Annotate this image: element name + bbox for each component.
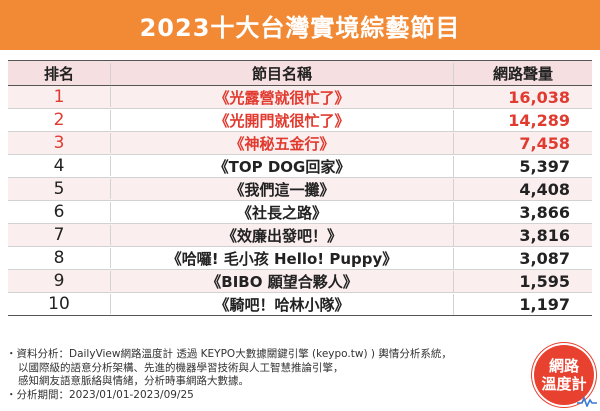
rank-cell: 4	[8, 156, 111, 176]
volume-cell: 16,038	[508, 87, 570, 107]
volume-cell: 7,458	[519, 133, 570, 153]
table-row: 1 《光露營就很忙了》 16,038	[8, 86, 592, 109]
note-period: ・分析期間：2023/01/01-2023/09/25	[6, 388, 194, 401]
pulse-icon	[577, 395, 597, 407]
column-header-rank: 排名	[8, 62, 111, 84]
rank-cell: 6	[8, 202, 111, 222]
table-row: 7 《效廉出發吧！》 3,816	[8, 224, 592, 247]
rank-cell: 8	[8, 248, 111, 268]
rank-cell: 9	[8, 271, 111, 291]
dailyview-logo: 網路 溫度計	[534, 345, 597, 407]
note-source: ・資料分析：DailyView網路溫度計 透過 KEYPO大數據關鍵引擎 (ke…	[6, 348, 452, 360]
table-row: 2 《光開門就很忙了》 14,289	[8, 109, 592, 132]
note-method: 以國際級的語意分析架構、先進的機器學習技術與人工智慧推論引擎，	[18, 361, 344, 374]
rank-cell: 5	[8, 179, 111, 199]
rank-cell: 1	[8, 87, 111, 107]
table-row: 8 《哈囉! 毛小孩 Hello! Puppy》 3,087	[8, 247, 592, 270]
program-name-cell: 《TOP DOG回家》	[111, 155, 454, 177]
volume-cell: 14,289	[508, 110, 570, 130]
table-header-row: 排名 節目名稱 網路聲量	[8, 61, 592, 86]
table-row: 10 《騎吧！哈林小隊》 1,197	[8, 293, 592, 315]
volume-cell: 4,408	[519, 179, 570, 199]
column-header-name: 節目名稱	[111, 62, 454, 84]
table-row: 4 《TOP DOG回家》 5,397	[8, 155, 592, 178]
program-name-cell: 《神秘五金行》	[111, 132, 454, 154]
volume-cell: 3,866	[519, 202, 570, 222]
rank-cell: 3	[8, 133, 111, 153]
program-name-cell: 《光露營就很忙了》	[111, 86, 454, 108]
column-header-volume: 網路聲量	[492, 64, 553, 83]
title-banner: 2023十大台灣實境綜藝節目	[0, 0, 600, 50]
program-name-cell: 《社長之路》	[111, 201, 454, 223]
logo-text-line2: 溫度計	[541, 375, 587, 393]
table-row: 6 《社長之路》 3,866	[8, 201, 592, 224]
page-title: 2023十大台灣實境綜藝節目	[139, 13, 461, 42]
program-name-cell: 《哈囉! 毛小孩 Hello! Puppy》	[111, 247, 454, 269]
program-name-cell: 《效廉出發吧！》	[111, 224, 454, 246]
note-analysis: 感知網友語意脈絡與情緒，分析時事網路大數據。	[18, 375, 249, 387]
program-name-cell: 《騎吧！哈林小隊》	[111, 293, 454, 315]
program-name-cell: 《我們這一攤》	[111, 178, 454, 200]
rank-cell: 7	[8, 225, 111, 245]
table-body: 1 《光露營就很忙了》 16,038 2 《光開門就很忙了》 14,289 3 《神秘五金行》…	[8, 86, 592, 315]
table-row: 5 《我們這一攤》 4,408	[8, 178, 592, 201]
volume-cell: 3,087	[519, 248, 570, 268]
rank-cell: 2	[8, 110, 111, 130]
volume-cell: 1,595	[519, 271, 570, 291]
ranking-table: 排名 節目名稱 網路聲量 1 《光露營就很忙了》 16,038 2 《光開門就很忙了》 1…	[8, 60, 592, 316]
table-row: 9 《BIBO 願望合夥人》 1,595	[8, 270, 592, 293]
footnotes: ・資料分析：DailyView網路溫度計 透過 KEYPO大數據關鍵引擎 (ke…	[6, 348, 526, 402]
rank-cell: 10	[8, 294, 111, 314]
program-name-cell: 《BIBO 願望合夥人》	[111, 270, 454, 292]
volume-cell: 1,197	[519, 294, 570, 314]
program-name-cell: 《光開門就很忙了》	[111, 109, 454, 131]
table-row: 3 《神秘五金行》 7,458	[8, 132, 592, 155]
volume-cell: 3,816	[519, 225, 570, 245]
volume-cell: 5,397	[519, 156, 570, 176]
logo-text-line1: 網路	[548, 357, 579, 375]
